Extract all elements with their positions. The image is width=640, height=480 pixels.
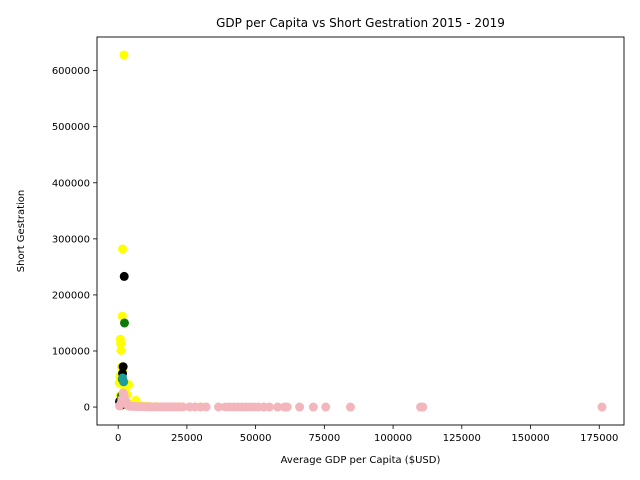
y-tick-label: 300000 (52, 234, 90, 245)
y-tick-label: 500000 (52, 122, 90, 133)
data-point (273, 402, 283, 412)
data-point (201, 402, 211, 412)
data-point (118, 362, 128, 372)
x-axis-label: Average GDP per Capita ($USD) (281, 455, 441, 466)
data-point (308, 402, 318, 412)
x-tick-label: 150000 (511, 433, 549, 444)
y-tick-label: 200000 (52, 290, 90, 301)
y-axis: 0 100000 200000 300000 400000 500000 600000 (52, 66, 97, 414)
data-point (418, 402, 428, 412)
data-point (214, 402, 224, 412)
data-point (282, 402, 292, 412)
x-tick-label: 100000 (374, 433, 412, 444)
data-point (116, 345, 126, 355)
x-tick-label: 175000 (580, 433, 618, 444)
data-point (119, 271, 129, 281)
plot-frame (96, 36, 625, 426)
x-tick-label: 25000 (171, 433, 203, 444)
y-axis-label: Short Gestration (16, 190, 27, 272)
data-point (119, 50, 129, 60)
data-point (345, 402, 355, 412)
x-axis: 0 25000 50000 75000 100000 125000 150000 175000 (115, 425, 618, 444)
data-point (264, 402, 274, 412)
chart-title: GDP per Capita vs Short Gestration 2015 … (216, 16, 505, 30)
points-layer (114, 50, 607, 412)
data-point (119, 377, 129, 387)
data-point (295, 402, 305, 412)
data-point (116, 339, 126, 349)
data-point (118, 244, 128, 254)
data-point (321, 402, 331, 412)
x-tick-label: 0 (115, 433, 121, 444)
x-tick-label: 75000 (308, 433, 340, 444)
data-point (119, 318, 129, 328)
x-tick-label: 125000 (443, 433, 481, 444)
x-tick-label: 50000 (240, 433, 272, 444)
y-tick-label: 600000 (52, 66, 90, 77)
data-point (597, 402, 607, 412)
data-point (178, 402, 188, 412)
y-tick-label: 100000 (52, 346, 90, 357)
y-tick-label: 0 (84, 403, 90, 414)
y-tick-label: 400000 (52, 178, 90, 189)
